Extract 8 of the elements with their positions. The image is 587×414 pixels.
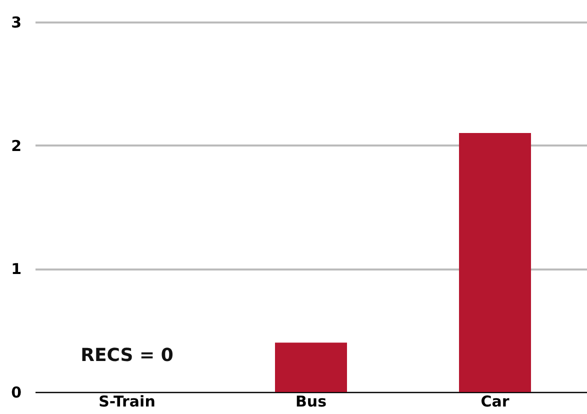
y-tick-label: 3	[11, 14, 22, 32]
x-tick-label: Bus	[295, 392, 327, 410]
y-tick-label: 2	[11, 136, 22, 155]
y-tick-label: 1	[11, 260, 22, 278]
x-tick-label: S-Train	[98, 392, 156, 410]
x-tick-label: Car	[480, 392, 510, 410]
y-tick-label: 0	[11, 384, 22, 402]
annotation: RECS = 0	[80, 345, 174, 366]
